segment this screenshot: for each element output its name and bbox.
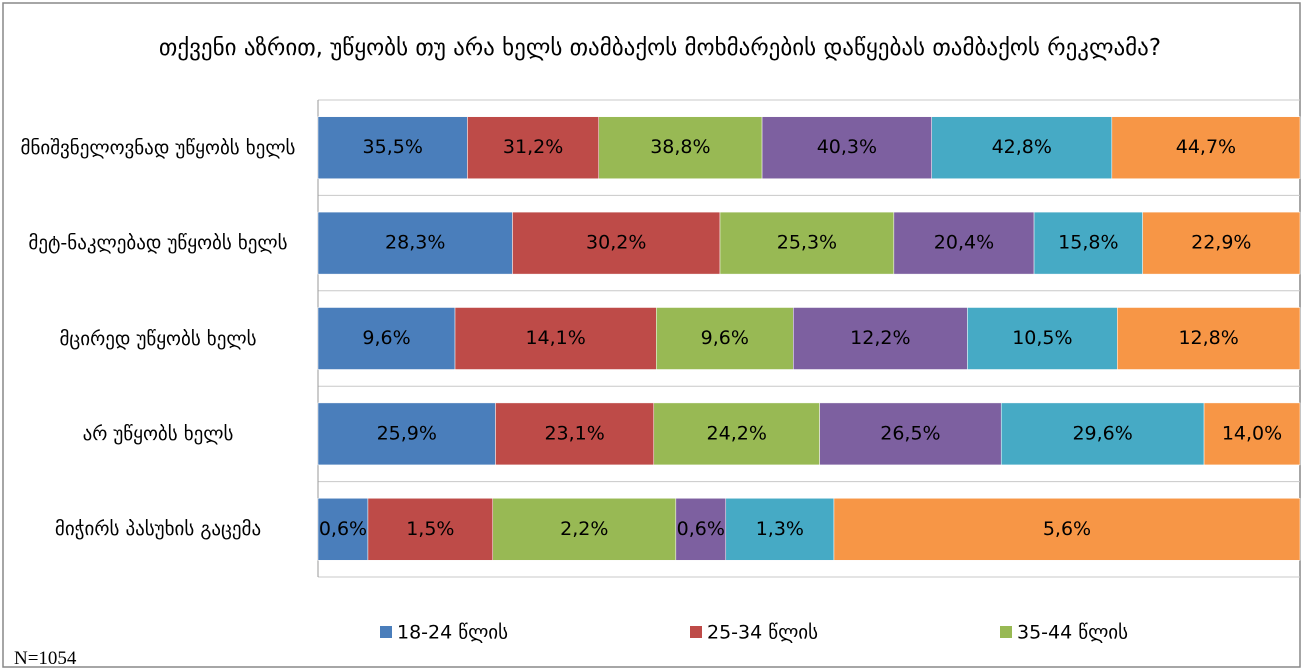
y-tick-label: არ უწყობს ხელს	[82, 422, 234, 445]
data-label: 30,2%	[586, 232, 646, 254]
bar-segment	[893, 211, 1035, 275]
data-label: 42,8%	[992, 136, 1052, 158]
data-label: 5,6%	[1043, 518, 1091, 540]
data-label: 9,6%	[701, 327, 749, 349]
bar-segment	[793, 307, 968, 370]
bar-segment	[492, 498, 677, 561]
sample-note: N=1054	[14, 648, 77, 669]
bar-segment	[967, 307, 1118, 370]
bar-segment	[1203, 402, 1301, 466]
data-label: 25,9%	[377, 422, 437, 444]
bar-segment	[317, 498, 369, 561]
bar-segment	[1142, 211, 1301, 275]
legend-label: 35-44 წლის	[1017, 622, 1128, 644]
bar-segment	[656, 307, 794, 370]
bar-segment	[761, 116, 932, 179]
bar-segment	[598, 116, 763, 179]
bar-segment	[454, 307, 657, 370]
bar-segment	[467, 116, 600, 179]
bar-segment	[317, 211, 513, 275]
bar-segment	[317, 402, 496, 466]
y-tick-label: მიჭირს პასუხის გაცემა	[54, 518, 262, 541]
data-label: 14,1%	[525, 327, 585, 349]
bar-segment	[1000, 402, 1205, 466]
bar-segment	[833, 498, 1301, 561]
data-label: 25,3%	[777, 232, 837, 254]
data-label: 14,0%	[1222, 422, 1282, 444]
data-label: 22,9%	[1191, 232, 1251, 254]
legend-swatch	[1000, 626, 1012, 638]
data-label: 10,5%	[1012, 327, 1072, 349]
data-label: 24,2%	[707, 422, 767, 444]
data-label: 40,3%	[817, 136, 877, 158]
y-tick-label: მეტ-ნაკლებად უწყობს ხელს	[28, 232, 288, 255]
chart-title: თქვენი აზრით, უწყობს თუ არა ხელს თამბაქო…	[158, 35, 1162, 61]
data-label: 1,3%	[756, 518, 804, 540]
bar-segment	[1033, 211, 1143, 275]
legend-swatch	[380, 626, 392, 638]
data-label: 2,2%	[560, 518, 608, 540]
data-label: 28,3%	[385, 232, 445, 254]
bar-segment	[675, 498, 727, 561]
data-label: 31,2%	[503, 136, 563, 158]
data-label: 9,6%	[362, 327, 410, 349]
data-label: 26,5%	[880, 422, 940, 444]
bar-segment	[1117, 307, 1301, 370]
data-label: 0,6%	[319, 518, 367, 540]
bar-segment	[931, 116, 1113, 179]
bar-segment	[367, 498, 494, 561]
legend-swatch	[690, 626, 702, 638]
y-tick-label: მნიშვნელოვნად უწყობს ხელს	[20, 136, 296, 159]
data-label: 12,2%	[850, 327, 910, 349]
data-label: 15,8%	[1058, 232, 1118, 254]
data-label: 1,5%	[406, 518, 454, 540]
bar-segment	[725, 498, 835, 561]
data-label: 44,7%	[1176, 136, 1236, 158]
data-label: 35,5%	[363, 136, 423, 158]
data-label: 0,6%	[677, 518, 725, 540]
data-label: 38,8%	[650, 136, 710, 158]
bar-segment	[719, 211, 895, 275]
bar-segment	[317, 307, 456, 370]
bar-segment	[317, 116, 468, 179]
bar-segment	[495, 402, 655, 466]
data-label: 23,1%	[544, 422, 604, 444]
data-label: 20,4%	[934, 232, 994, 254]
bar-segment	[512, 211, 721, 275]
data-label: 12,8%	[1178, 327, 1238, 349]
bar-segment	[653, 402, 820, 466]
legend-label: 25-34 წლის	[707, 622, 818, 644]
data-label: 29,6%	[1072, 422, 1132, 444]
legend-label: 18-24 წლის	[397, 622, 508, 644]
bar-segment	[1111, 116, 1301, 179]
y-tick-label: მცირედ უწყობს ხელს	[59, 327, 257, 350]
